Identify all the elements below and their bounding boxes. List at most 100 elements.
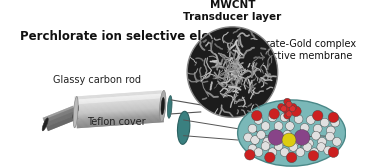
Circle shape	[310, 148, 319, 156]
Circle shape	[333, 137, 341, 146]
Ellipse shape	[160, 90, 166, 122]
Polygon shape	[77, 121, 164, 127]
Polygon shape	[77, 122, 164, 128]
Polygon shape	[75, 100, 163, 107]
Text: Teflon cover: Teflon cover	[87, 117, 146, 127]
Polygon shape	[76, 109, 163, 116]
Polygon shape	[46, 115, 77, 127]
Polygon shape	[46, 114, 77, 126]
Polygon shape	[46, 115, 77, 127]
Polygon shape	[75, 92, 162, 98]
Text: MWCNT
Transducer layer: MWCNT Transducer layer	[183, 0, 282, 22]
Text: Glassy carbon rod: Glassy carbon rod	[53, 75, 141, 85]
Polygon shape	[75, 94, 162, 101]
Polygon shape	[43, 107, 74, 119]
Polygon shape	[44, 110, 75, 122]
Polygon shape	[75, 98, 162, 104]
Ellipse shape	[167, 96, 172, 118]
Circle shape	[248, 144, 257, 153]
Polygon shape	[74, 90, 162, 97]
Circle shape	[303, 143, 311, 151]
Circle shape	[294, 115, 303, 123]
Circle shape	[313, 124, 322, 133]
Polygon shape	[47, 116, 77, 128]
Circle shape	[324, 146, 333, 155]
Circle shape	[320, 118, 329, 127]
Polygon shape	[76, 112, 163, 118]
Circle shape	[318, 137, 327, 146]
Circle shape	[331, 118, 339, 127]
Circle shape	[289, 143, 298, 151]
Polygon shape	[44, 109, 74, 121]
Polygon shape	[76, 115, 163, 121]
Polygon shape	[77, 120, 164, 126]
Polygon shape	[43, 108, 74, 121]
Ellipse shape	[161, 98, 164, 115]
Circle shape	[328, 147, 339, 157]
Text: Perchlorate ion selective electrode: Perchlorate ion selective electrode	[20, 30, 252, 43]
Polygon shape	[46, 115, 77, 128]
Polygon shape	[75, 96, 162, 103]
Polygon shape	[43, 107, 74, 120]
Polygon shape	[48, 119, 78, 131]
Polygon shape	[43, 108, 74, 120]
Polygon shape	[47, 117, 78, 129]
Circle shape	[274, 142, 283, 150]
Polygon shape	[46, 114, 76, 126]
Circle shape	[327, 126, 335, 135]
Polygon shape	[76, 117, 164, 124]
Circle shape	[296, 148, 305, 156]
Polygon shape	[76, 108, 163, 115]
Polygon shape	[46, 114, 77, 127]
Circle shape	[291, 106, 301, 117]
Polygon shape	[43, 107, 74, 120]
Ellipse shape	[177, 111, 190, 144]
Circle shape	[269, 109, 279, 119]
Circle shape	[328, 112, 339, 123]
Polygon shape	[75, 95, 162, 102]
Circle shape	[251, 136, 259, 144]
Polygon shape	[45, 111, 76, 124]
Polygon shape	[76, 116, 163, 122]
Ellipse shape	[73, 106, 79, 119]
Circle shape	[270, 130, 279, 139]
Polygon shape	[44, 110, 75, 123]
Circle shape	[308, 150, 319, 161]
Circle shape	[305, 139, 313, 148]
Polygon shape	[76, 104, 163, 111]
Polygon shape	[76, 116, 164, 123]
Polygon shape	[48, 118, 78, 130]
Polygon shape	[47, 117, 78, 130]
Polygon shape	[77, 121, 164, 128]
Polygon shape	[76, 111, 163, 118]
Polygon shape	[76, 103, 163, 109]
Polygon shape	[76, 102, 163, 109]
Circle shape	[244, 133, 253, 142]
Ellipse shape	[42, 118, 48, 131]
Polygon shape	[75, 101, 163, 107]
Circle shape	[301, 123, 309, 132]
Polygon shape	[45, 111, 75, 123]
Polygon shape	[45, 112, 76, 124]
Circle shape	[277, 137, 285, 146]
Circle shape	[307, 116, 315, 124]
Polygon shape	[45, 112, 76, 125]
Circle shape	[281, 106, 287, 112]
Polygon shape	[75, 95, 162, 101]
Polygon shape	[76, 108, 163, 115]
Polygon shape	[45, 110, 75, 123]
Polygon shape	[77, 119, 164, 126]
Polygon shape	[76, 106, 163, 112]
Circle shape	[284, 98, 291, 105]
Circle shape	[286, 101, 292, 107]
Polygon shape	[76, 111, 163, 117]
Circle shape	[282, 133, 296, 147]
Circle shape	[261, 122, 270, 130]
Polygon shape	[45, 111, 75, 124]
Circle shape	[248, 124, 257, 133]
Circle shape	[294, 130, 310, 145]
Circle shape	[187, 27, 278, 117]
Circle shape	[254, 116, 263, 124]
Circle shape	[325, 132, 334, 141]
Circle shape	[280, 148, 289, 156]
